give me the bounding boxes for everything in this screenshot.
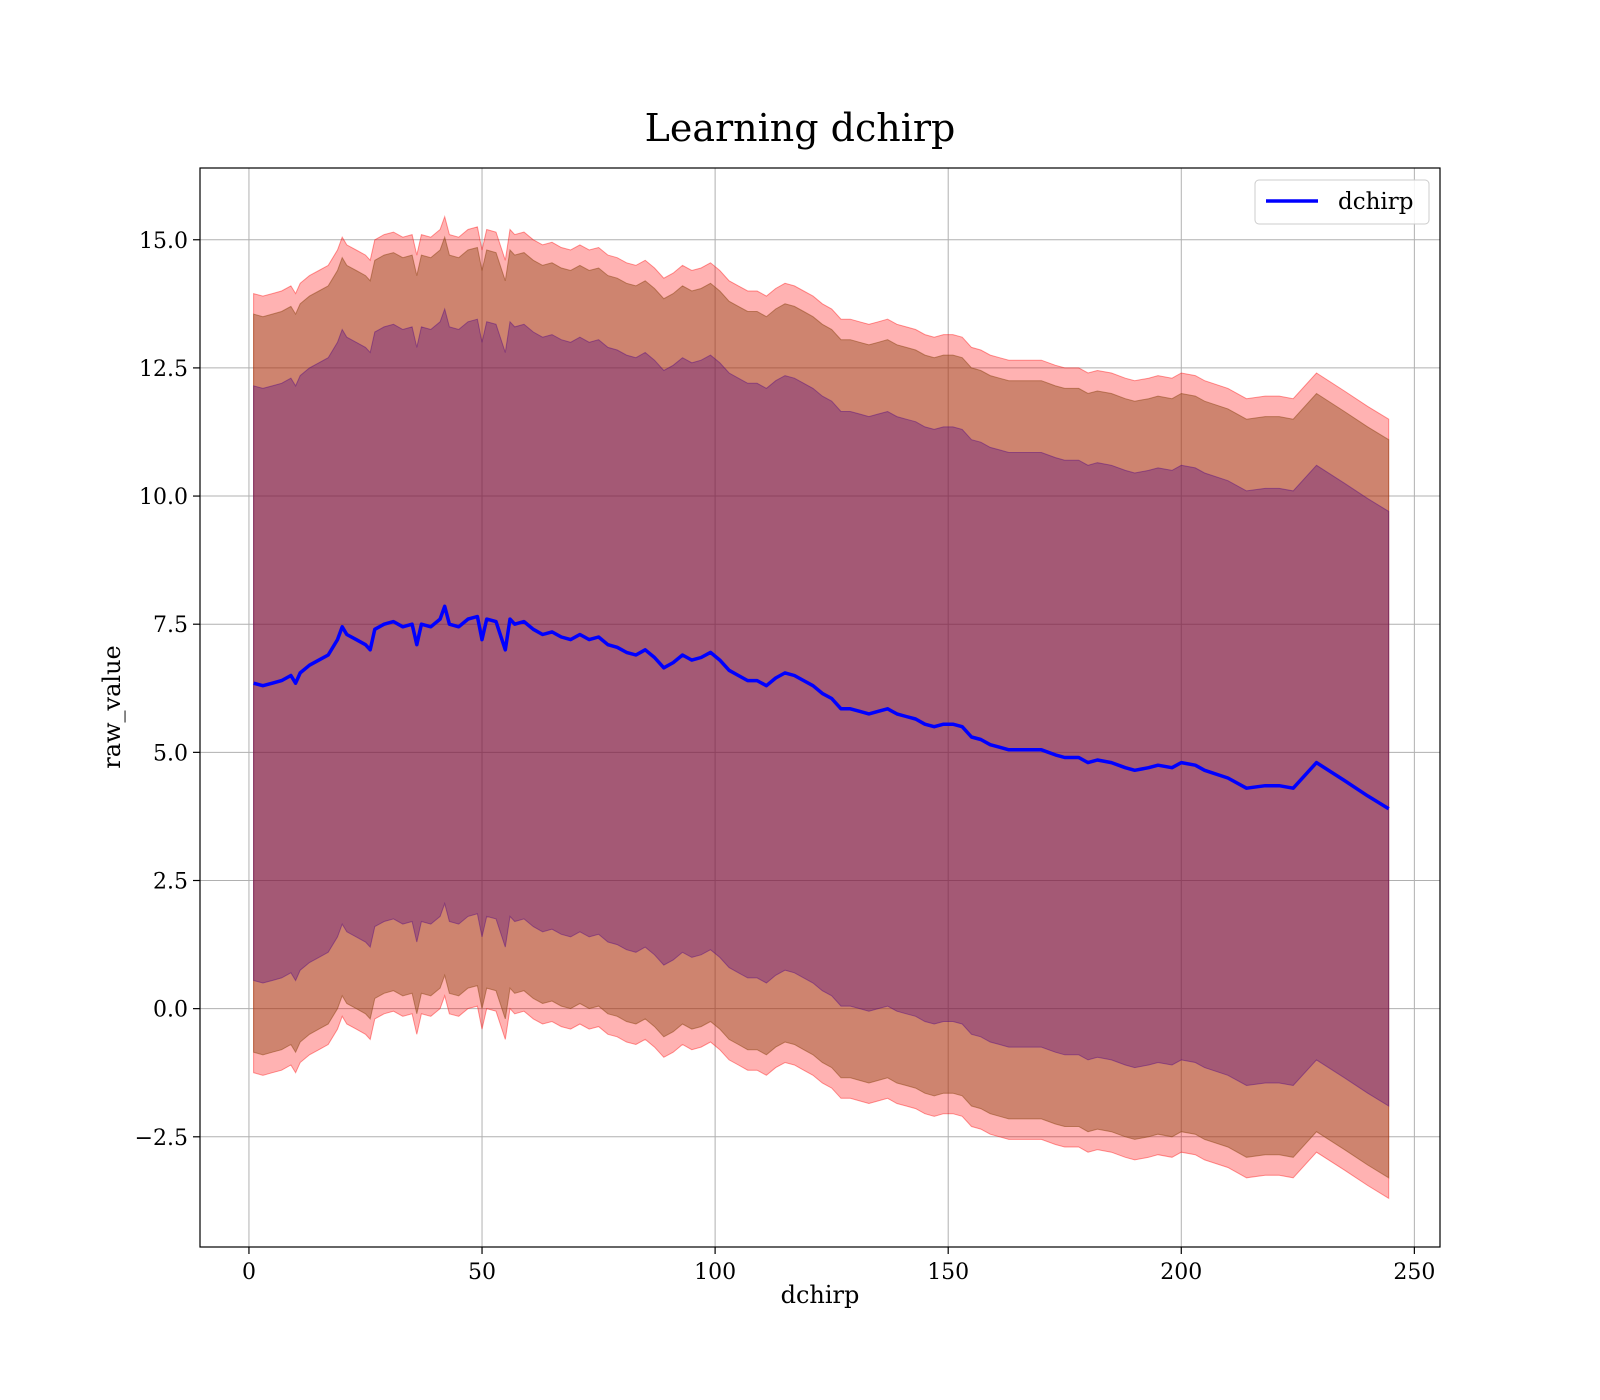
x-tick-label: 200 bbox=[1160, 1260, 1202, 1285]
grid-lines bbox=[200, 168, 1440, 1247]
y-tick-label: 7.5 bbox=[153, 613, 188, 638]
data-series bbox=[253, 604, 1390, 811]
series-line-dchirp bbox=[253, 604, 1390, 811]
x-axis-label: dchirp bbox=[781, 1281, 860, 1309]
confidence-bands bbox=[253, 215, 1390, 1200]
plot-frame bbox=[199, 167, 1441, 1248]
y-axis-label: raw_value bbox=[98, 645, 126, 769]
band-middle bbox=[253, 235, 1390, 1179]
chart-title: Learning dchirp bbox=[645, 106, 956, 150]
y-tick-label: 0.0 bbox=[153, 998, 188, 1023]
x-tick-label: 0 bbox=[242, 1260, 256, 1285]
x-tick-label: 50 bbox=[468, 1260, 496, 1285]
x-axis-ticks: 0 50 100 150 200 250 bbox=[242, 1247, 1435, 1285]
y-tick-label: −2.5 bbox=[135, 1126, 188, 1151]
x-tick-label: 100 bbox=[694, 1260, 736, 1285]
y-tick-label: 2.5 bbox=[153, 869, 188, 894]
legend-label: dchirp bbox=[1338, 189, 1414, 215]
band-outer bbox=[253, 215, 1390, 1200]
y-tick-label: 15.0 bbox=[139, 229, 188, 254]
x-tick-label: 150 bbox=[927, 1260, 969, 1285]
x-tick-label: 250 bbox=[1393, 1260, 1435, 1285]
y-tick-label: 5.0 bbox=[153, 741, 188, 766]
band-inner bbox=[253, 307, 1390, 1107]
legend-box bbox=[1254, 179, 1430, 225]
y-tick-label: 12.5 bbox=[139, 357, 188, 382]
y-tick-label: 10.0 bbox=[139, 485, 188, 510]
y-axis-ticks: −2.5 0.0 2.5 5.0 7.5 10.0 12.5 15.0 bbox=[135, 229, 200, 1151]
legend: dchirp bbox=[1254, 179, 1430, 225]
